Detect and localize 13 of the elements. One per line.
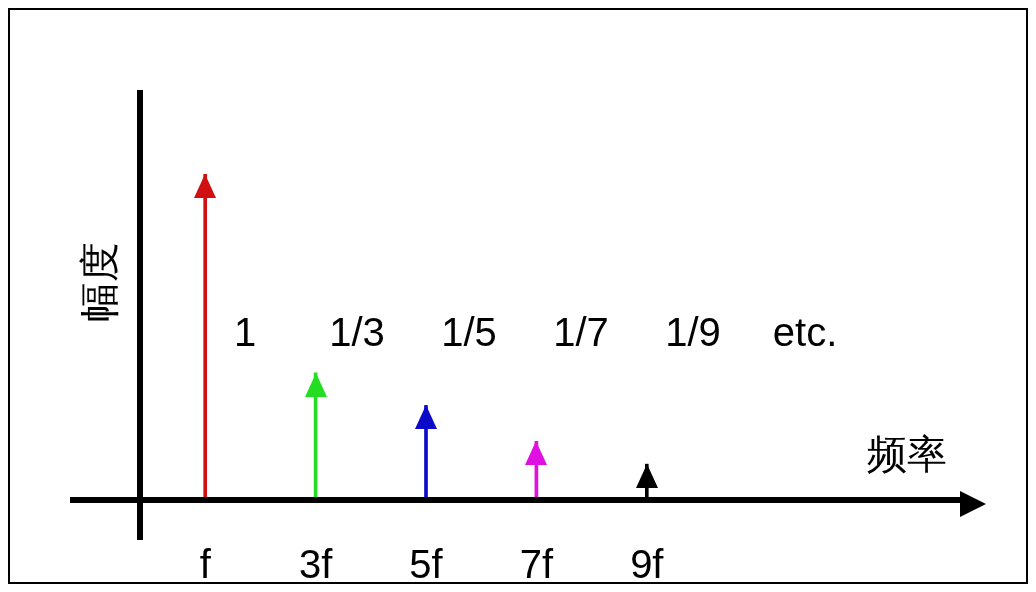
text: etc. bbox=[772, 310, 838, 355]
x-tick-label: 3f bbox=[298, 542, 334, 587]
x-tick-label: f bbox=[199, 542, 212, 587]
annotation: 1/5 bbox=[441, 310, 497, 355]
x-axis-title: 频率 bbox=[867, 432, 947, 477]
y-axis-title: 幅度 bbox=[77, 242, 122, 322]
annotation: 1/3 bbox=[329, 310, 385, 355]
x-tick-label: 7f bbox=[519, 542, 554, 587]
annotation: 1/9 bbox=[665, 310, 721, 355]
annotation: 1/7 bbox=[553, 310, 609, 355]
x-tick-label: 5f bbox=[409, 542, 444, 587]
annotation: 1 bbox=[233, 310, 257, 355]
x-tick-label: 9f bbox=[630, 542, 665, 587]
